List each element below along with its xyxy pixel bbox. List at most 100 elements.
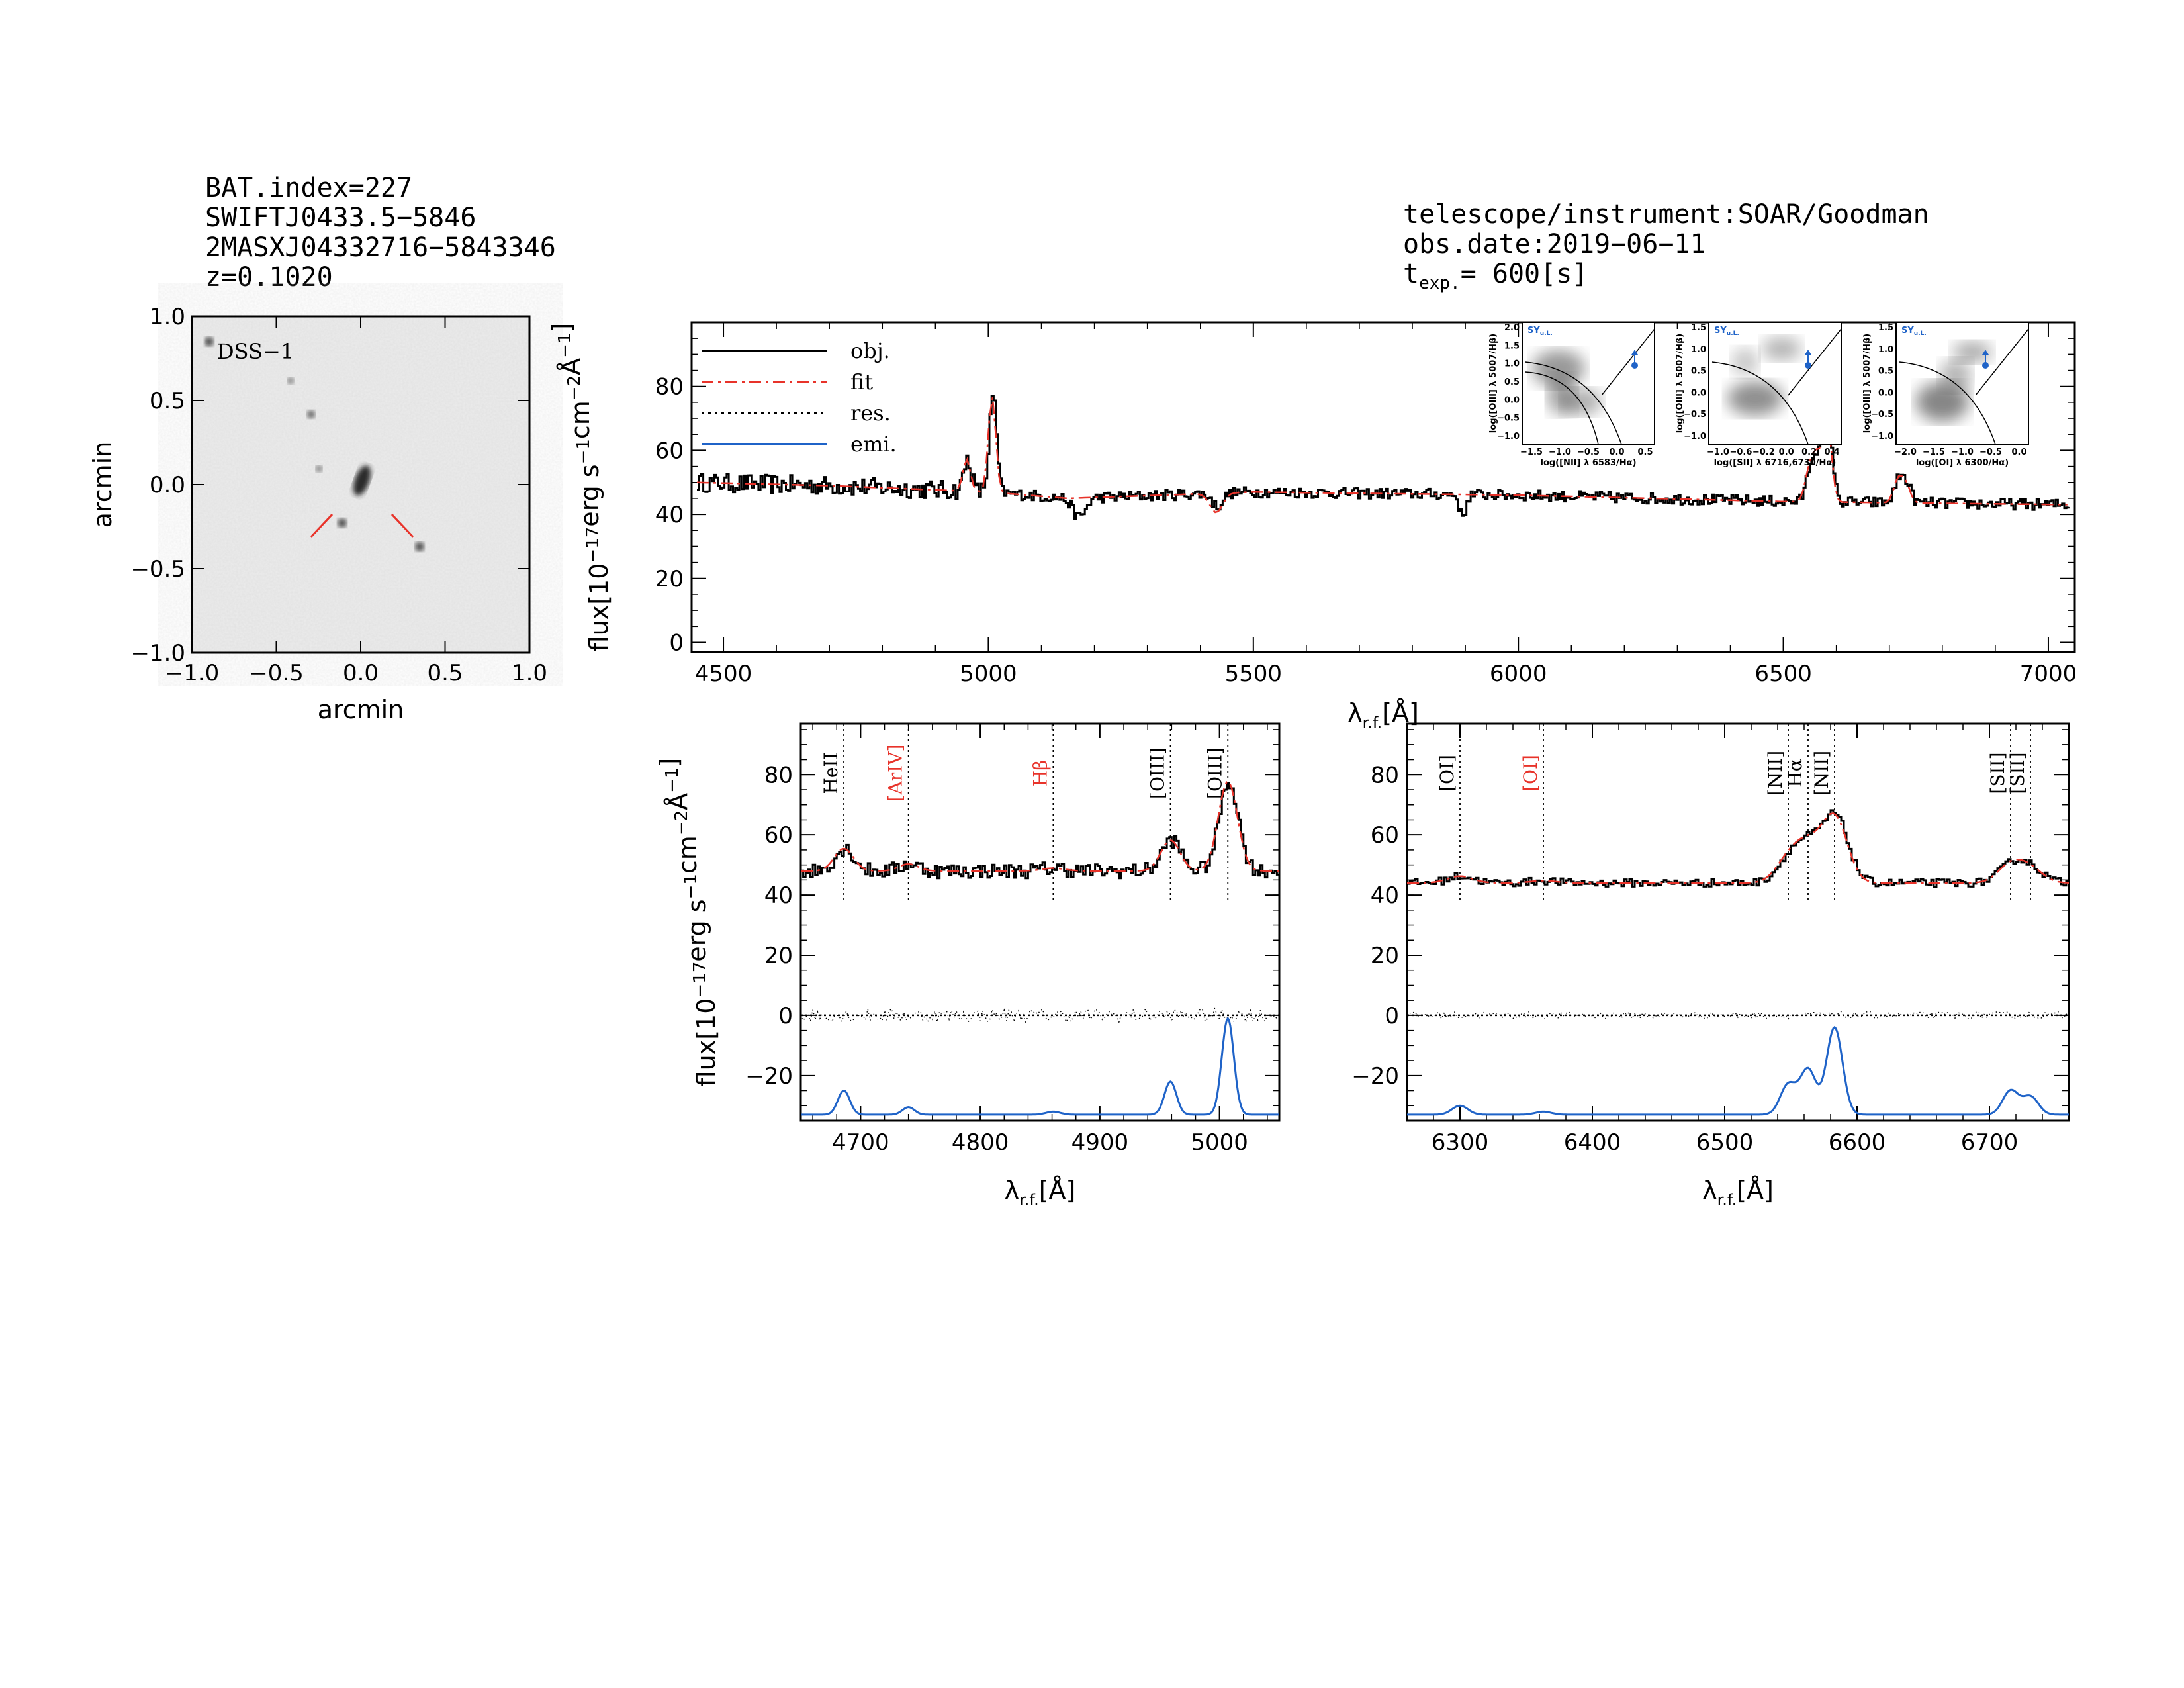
inset-xtick-label: 0.5 [1637,447,1653,457]
arrow-head [1982,350,1989,355]
inset-ytick-label: 1.0 [1691,345,1706,355]
seyfert-liner-line [1788,328,1842,396]
inset-ytick-label: 0.5 [1691,367,1706,377]
y-tick-label: 20 [764,943,793,969]
x-tick-label: 5000 [960,661,1017,687]
y-tick-label: 20 [1371,943,1399,969]
inset-xtick-label: −1.0 [1951,447,1974,457]
dss-label: DSS−1 [217,339,294,364]
dss-ytick-label: −0.5 [130,556,185,583]
series-fit [1407,812,2070,884]
x-tick-label: 4700 [832,1129,889,1156]
redshift: z=0.1020 [205,262,333,293]
inset-xtick-label: 0.0 [2011,447,2026,457]
arrow-head [1805,350,1811,355]
kewley-line [1525,361,1622,445]
density-contour [1732,348,1758,377]
y-tick-label: 40 [1371,882,1399,909]
inset-xtick-label: −1.5 [1520,447,1543,457]
dss-image-panel: DSS−1 −1.0−1.0 −0.5 −0.5 0.0 0.0 0.5 0.5 1.0 1.0… [88,304,547,724]
inset-ytick-label: 0.0 [1691,388,1706,398]
density-contour [1762,337,1801,361]
bpt-insets: SYu.L.−1.5 −1.0 −0.5 0.0 0.5−1.0−0.50.00.51.… [1488,322,2029,468]
halpha-nii-panel: 6300 6400 6500 6600 6700 −20 0 20 40 60 80 λr.f.[Å]… [1351,722,2070,1209]
dss-xtick-label: −1.0 [165,660,220,686]
inset-ytick-label: 1.5 [1504,341,1520,351]
texp-prefix: t [1403,259,1420,289]
inset-ytick-label: −1.0 [1871,432,1893,442]
x-tick-label: 6000 [1490,661,1547,687]
axes-frame [799,722,1281,1122]
y-tick-label: −20 [1351,1063,1399,1090]
inset-ytick-label: −0.5 [1684,410,1706,420]
x-tick-label: 4500 [695,661,752,687]
x-tick-label: 6500 [1754,661,1812,687]
legend-label: emi. [850,432,897,457]
y-tick-label: 0 [669,630,684,656]
x-axis-label: λr.f.[Å] [1005,1176,1076,1209]
series-fit [696,397,2068,514]
dss-xtick-label: 0.5 [427,660,463,686]
y-tick-label: 20 [655,566,684,592]
inset-ytick-label: 2.0 [1504,323,1520,333]
bat-index: BAT.index=227 [205,173,413,203]
inset-xtick-label: −1.0 [1549,447,1571,457]
counterpart-name: 2MASXJ04332716−5843346 [205,232,556,263]
dss-xtick-label: 1.0 [512,660,547,686]
inset-frame [1522,322,1655,445]
inset-ytick-label: −1.0 [1684,432,1706,442]
dss-ytick-label: 1.0 [150,304,185,330]
kewley-line [1899,361,1996,445]
density-contour [1727,381,1783,416]
x-tick-label: 6600 [1829,1129,1886,1156]
line-marker-label: [NII] [1811,751,1833,796]
inset-ytick-label: 0.0 [1878,388,1893,398]
main-legend: obj. fit res. emi. [702,338,897,457]
inset-ylabel: log([OIII] λ 5007/Hβ) [1675,334,1685,433]
inset-xtick-label: 0.4 [1824,447,1839,457]
y-tick-label: −20 [745,1063,793,1090]
bpt-inset-2: SYu.L.−1.0 −0.6 −0.2 0.0 0.2 0.4−1.0−0.50.00.… [1675,322,1842,468]
dss-ytick-label: 0.5 [150,388,185,414]
y-tick-label: 0 [778,1003,793,1029]
inset-ytick-label: 0.0 [1504,395,1520,405]
line-marker-label: [OI] [1436,755,1458,792]
density-contour [1940,359,1972,391]
series-res [1406,1011,2070,1021]
inset-xlabel: log([OI] λ 6300/Hα) [1916,458,2009,468]
series-obj [1407,809,2070,888]
y-tick-label: 60 [764,822,793,849]
legend-label: res. [850,400,891,426]
density-contour [1916,382,1969,422]
dss-xlabel: arcmin [318,695,404,724]
x-tick-label: 6400 [1564,1129,1621,1156]
dss-axes: −1.0−1.0 −0.5 −0.5 0.0 0.0 0.5 0.5 1.0 1.0 [130,304,547,686]
series-emi [1407,1025,2069,1116]
legend-label: obj. [850,338,890,363]
texp-subscript: exp. [1419,273,1461,293]
inset-xlabel: log([NII] λ 6583/Hα) [1540,458,1636,468]
density-contour [1532,350,1585,387]
inset-xtick-label: −1.5 [1923,447,1945,457]
line-marker-label: [SII] [1987,752,2009,794]
x-tick-label: 7000 [2020,661,2077,687]
observation-date: obs.date:2019−06−11 [1403,229,1706,259]
inset-xtick-label: 0.2 [1801,447,1817,457]
x-tick-label: 6300 [1432,1129,1489,1156]
dss-ytick-label: 0.0 [150,472,185,498]
inset-ytick-label: 0.5 [1878,367,1893,377]
observation-info: telescope/instrument:SOAR/Goodman obs.da… [1403,200,1929,299]
density-contour [1547,375,1576,415]
inset-xtick-label: −2.0 [1894,447,1917,457]
x-tick-label: 4800 [952,1129,1009,1156]
line-marker-label: [ArIV] [885,745,907,802]
line-marker-label: [SII] [2007,752,2028,794]
series-res [800,1007,1280,1024]
arrow-head [1631,350,1638,355]
x-tick-label: 4900 [1071,1129,1129,1156]
inset-xtick-label: −0.5 [1979,447,2002,457]
x-axis-label: λr.f.[Å] [1702,1176,1774,1209]
line-marker-label: [OIII] [1147,747,1169,799]
inset-ylabel: log([OIII] λ 5007/Hβ) [1862,334,1872,433]
y-axis-label: flux[10−17erg s−1cm−2Å−1] [655,758,721,1087]
